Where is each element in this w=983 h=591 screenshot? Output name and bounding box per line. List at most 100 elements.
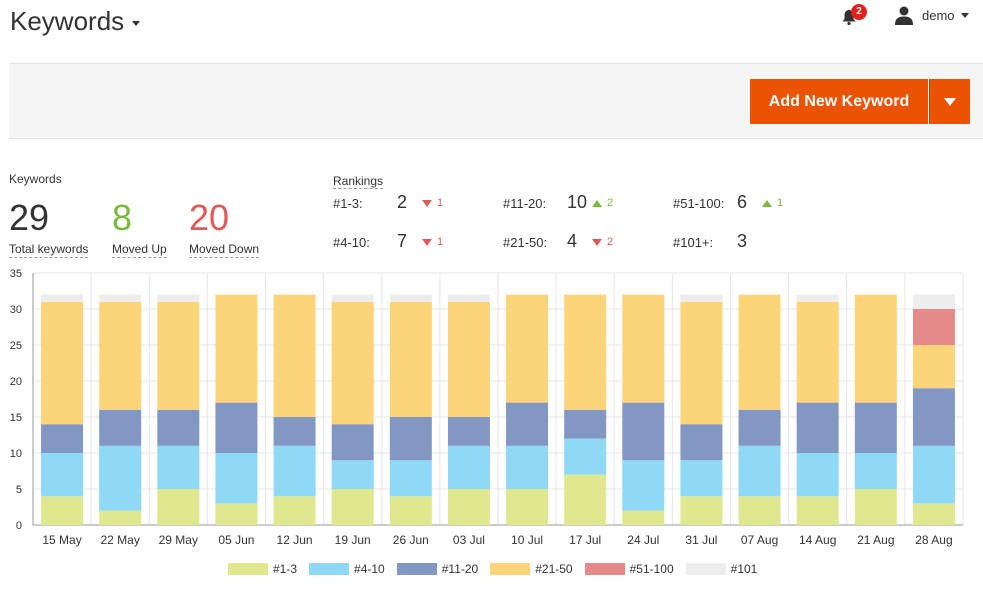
legend-item[interactable]: #21-50 <box>490 562 573 576</box>
bar-segment <box>389 496 432 525</box>
bar-segment <box>912 503 955 525</box>
ranking-value: 2 <box>397 192 408 212</box>
bar-segment <box>564 474 607 525</box>
bar-segment <box>738 294 781 410</box>
x-tick-label: 17 Jul <box>569 533 601 547</box>
stat-moved-down: 20 Moved Down <box>189 200 260 258</box>
ranking-label: #21-50: <box>503 235 548 250</box>
bar-segment <box>447 489 490 525</box>
arrow-down-icon <box>422 238 432 246</box>
ranking-label: #51-100: <box>673 196 725 211</box>
x-tick-label: 31 Jul <box>685 533 717 547</box>
legend-item[interactable]: #51-100 <box>584 562 674 576</box>
bar-segment <box>215 294 258 403</box>
chart-legend: #1-3 #4-10 #11-20 #21-50 #51-100 #101 <box>228 562 769 576</box>
x-tick-label: 21 Aug <box>857 533 894 547</box>
legend-item[interactable]: #11-20 <box>396 562 479 576</box>
moved-down-label: Moved Down <box>189 242 260 258</box>
legend-item[interactable]: #4-10 <box>309 562 385 576</box>
ranking-change: 1 <box>422 236 443 248</box>
bar-segment <box>738 496 781 525</box>
bar-segment <box>506 445 549 489</box>
ranking-change-value: 2 <box>607 197 614 209</box>
x-tick-label: 05 Jun <box>218 533 254 547</box>
ranking-change: 1 <box>422 197 443 209</box>
bar-segment <box>99 445 142 511</box>
bar-segment <box>215 503 258 525</box>
x-tick-label: 15 May <box>42 533 81 547</box>
bar-segment <box>273 294 316 417</box>
x-tick-label: 22 May <box>101 533 140 547</box>
ranking-change-value: 1 <box>437 236 444 248</box>
moved-up-value: 8 <box>112 197 133 238</box>
user-menu[interactable]: demo <box>894 5 969 25</box>
bar-segment <box>99 294 142 302</box>
keyword-rankings-chart: 0 5 10 15 20 25 30 35 15 May 22 May 29 May 05 Jun 12… <box>10 268 964 547</box>
bar-segment <box>157 489 200 525</box>
bar-segment <box>447 294 490 302</box>
x-tick-label: 03 Jul <box>453 533 485 547</box>
bar-segment <box>273 496 316 525</box>
x-tick-label: 28 Aug <box>915 533 952 547</box>
bar-segment <box>622 460 665 511</box>
x-tick-label: 19 Jun <box>335 533 371 547</box>
bar-segment <box>331 294 374 302</box>
bar-segment <box>738 445 781 497</box>
bar-segment <box>41 294 84 302</box>
ranking-value: 3 <box>737 231 748 251</box>
bar-segment <box>912 445 955 504</box>
ranking-value: 4 <box>567 231 578 251</box>
bar-segment <box>854 453 897 489</box>
bar-segment <box>506 489 549 525</box>
bar-segment <box>564 438 607 475</box>
ranking-change-value: 1 <box>437 197 444 209</box>
x-tick-label: 14 Aug <box>799 533 836 547</box>
bar-segment <box>680 460 723 497</box>
add-new-keyword-button[interactable]: Add New Keyword <box>750 79 928 124</box>
bar-segment <box>680 496 723 525</box>
bar-segment <box>215 453 258 504</box>
y-tick-label: 15 <box>10 412 22 424</box>
bar-segment <box>157 294 200 302</box>
bar-segment <box>447 417 490 446</box>
legend-label: #11-20 <box>441 562 479 576</box>
bar-segment <box>41 424 84 453</box>
bar-segment <box>506 294 549 403</box>
bar-segment <box>912 345 955 389</box>
add-options-toggle[interactable] <box>929 79 970 124</box>
bar-segment <box>680 301 723 425</box>
legend-swatch <box>396 563 437 575</box>
bar-segment <box>680 294 723 302</box>
bar-segment <box>331 460 374 489</box>
moved-up-label: Moved Up <box>112 242 167 258</box>
legend-swatch <box>490 563 531 575</box>
stat-total: 29 Total keywords <box>9 200 89 258</box>
page-title[interactable]: Keywords <box>10 6 141 37</box>
keywords-section-label: Keywords <box>9 172 62 186</box>
bar-segment <box>273 417 316 446</box>
ranking-change: 1 <box>762 197 783 209</box>
bar-segment <box>622 510 665 525</box>
chevron-down-icon <box>132 21 141 26</box>
legend-item[interactable]: #101 <box>685 562 757 576</box>
bar-segment <box>99 510 142 525</box>
bar-segment <box>331 424 374 461</box>
legend-label: #1-3 <box>273 562 298 576</box>
arrow-down-icon <box>592 238 602 246</box>
bar-segment <box>796 496 839 525</box>
legend-label: #4-10 <box>354 562 385 576</box>
bar-segment <box>854 402 897 453</box>
bar-segment <box>157 301 200 410</box>
legend-item[interactable]: #1-3 <box>228 562 297 576</box>
y-tick-label: 5 <box>16 484 22 496</box>
bar-segment <box>447 445 490 489</box>
bar-segment <box>912 388 955 446</box>
bar-segment <box>41 453 84 497</box>
chevron-down-icon <box>960 12 969 18</box>
bar-segment <box>389 417 432 461</box>
ranking-change: 2 <box>592 197 613 209</box>
x-tick-label: 24 Jul <box>627 533 659 547</box>
bar-segment <box>796 402 839 453</box>
bar-segment <box>331 489 374 525</box>
bar-segment <box>622 294 665 403</box>
